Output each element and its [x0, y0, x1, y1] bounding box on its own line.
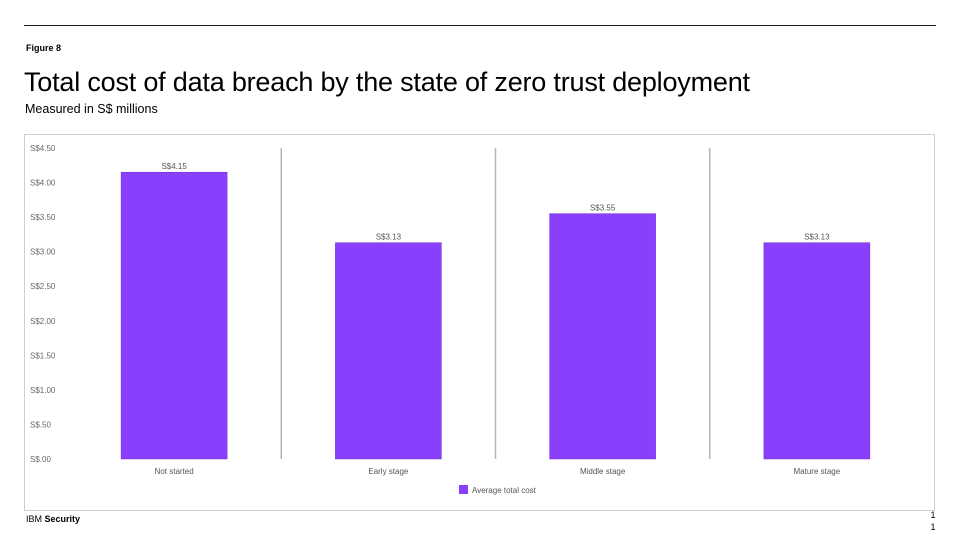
brand-product: Security [44, 514, 81, 524]
y-tick-label: S$4.00 [30, 179, 56, 188]
legend-label: Average total cost [472, 486, 537, 495]
brand-name: IBM [26, 514, 43, 524]
data-label: S$4.15 [161, 162, 187, 171]
x-tick-label: Not started [155, 467, 194, 476]
chart-frame: S$.00 S$.50 S$1.00 S$1.50 S$2.00 S$2.50 S$3.00… [24, 134, 935, 511]
chart-title: Total cost of data breach by the state o… [24, 67, 750, 97]
chart-subtitle: Measured in S$ millions [25, 102, 158, 116]
top-rule [24, 25, 936, 26]
x-tick-label: Middle stage [580, 467, 626, 476]
legend-swatch [459, 485, 468, 494]
data-label: S$3.13 [376, 233, 402, 242]
page-number-line-1: 1 [930, 510, 936, 520]
bar [763, 242, 871, 460]
figure-label: Figure 8 [26, 43, 62, 53]
y-tick-label: S$3.00 [30, 248, 56, 257]
y-tick-label: S$1.50 [30, 351, 56, 360]
data-label: S$3.13 [804, 233, 830, 242]
x-tick-label: Mature stage [794, 467, 841, 476]
y-tick-label: S$4.50 [30, 144, 56, 153]
bar [549, 213, 656, 460]
y-tick-label: S$3.50 [30, 213, 56, 222]
bar [335, 242, 442, 460]
y-tick-label: S$.00 [30, 455, 51, 464]
page-number: 1 1 [930, 509, 936, 533]
bar-chart: S$.00 S$.50 S$1.00 S$1.50 S$2.00 S$2.50 S$3.00… [30, 144, 871, 495]
bar [120, 171, 228, 460]
y-tick-label: S$1.00 [30, 386, 56, 395]
data-label: S$3.55 [590, 204, 616, 213]
y-tick-label: S$2.00 [30, 317, 56, 326]
x-tick-label: Early stage [368, 467, 409, 476]
page-number-line-2: 1 [930, 522, 936, 532]
y-tick-label: S$.50 [30, 420, 51, 429]
footer-brand: IBM Security [26, 514, 80, 524]
y-tick-label: S$2.50 [30, 282, 56, 291]
